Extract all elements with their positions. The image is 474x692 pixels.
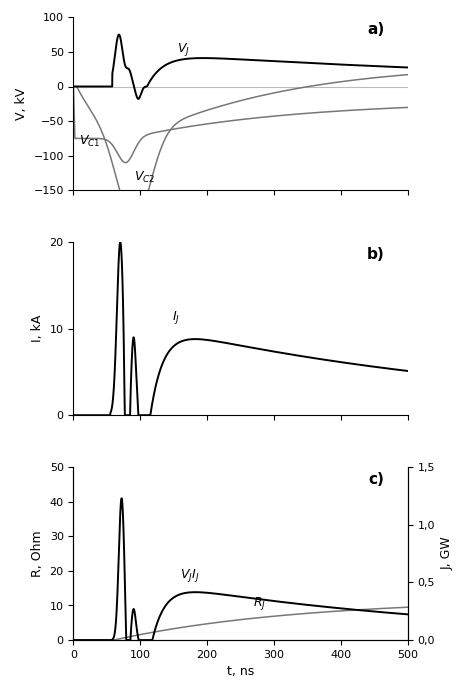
- Y-axis label: J, GW: J, GW: [440, 537, 454, 570]
- Text: $V_J$: $V_J$: [177, 41, 190, 58]
- Text: $R_J$: $R_J$: [253, 594, 265, 612]
- Y-axis label: V, kV: V, kV: [15, 88, 28, 120]
- Text: c): c): [368, 472, 384, 487]
- Text: b): b): [366, 248, 384, 262]
- Y-axis label: R, Ohm: R, Ohm: [31, 530, 44, 577]
- X-axis label: t, ns: t, ns: [227, 666, 254, 678]
- Y-axis label: I, kA: I, kA: [31, 315, 44, 343]
- Text: $V_{C1}$: $V_{C1}$: [79, 134, 100, 149]
- Text: a): a): [367, 23, 384, 37]
- Text: $I_J$: $I_J$: [173, 309, 181, 326]
- Text: $V_J I_J$: $V_J I_J$: [181, 567, 200, 584]
- Text: $V_{C2}$: $V_{C2}$: [134, 170, 155, 185]
